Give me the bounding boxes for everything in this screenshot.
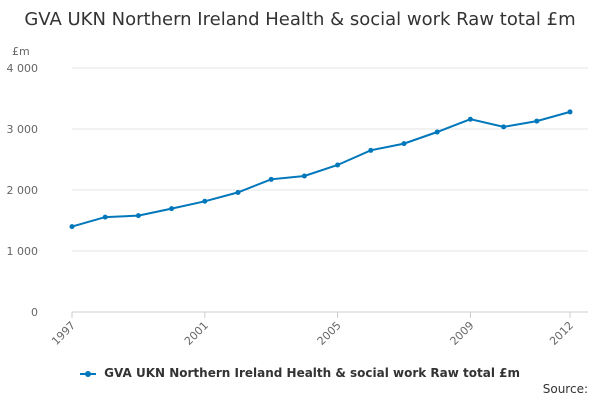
y-tick-label: 3 000 [7,123,39,136]
chart-title: GVA UKN Northern Ireland Health & social… [24,9,576,30]
data-point [501,124,507,130]
series-line [71,110,571,228]
x-tick-label: 2009 [448,319,477,348]
x-tick-label: 1997 [49,319,78,348]
x-tick-label: 2001 [182,319,211,348]
data-point [401,141,407,147]
data-point [169,206,175,212]
x-tick-label: 2005 [315,319,344,348]
y-tick-label: 1 000 [7,245,39,258]
data-point [69,224,75,230]
x-tick-label: 2012 [547,319,576,348]
data-point [235,189,241,195]
legend-label: GVA UKN Northern Ireland Health & social… [104,366,520,380]
data-point [434,129,440,135]
y-tick-label: 2 000 [7,184,39,197]
legend-marker-icon [79,369,96,379]
legend[interactable]: GVA UKN Northern Ireland Health & social… [0,366,600,380]
data-point [567,109,573,115]
data-point [534,118,540,124]
data-point [202,198,208,204]
data-point [135,213,141,219]
y-tick-label: 0 [31,306,38,319]
data-point [268,176,274,182]
data-point [301,173,307,179]
y-tick-label: 4 000 [7,62,39,75]
data-point [368,147,374,153]
y-axis-unit-label: £m [12,45,30,58]
data-point [467,116,473,122]
source-label: Source: [542,382,588,396]
data-point [335,162,341,168]
data-point [102,214,108,220]
